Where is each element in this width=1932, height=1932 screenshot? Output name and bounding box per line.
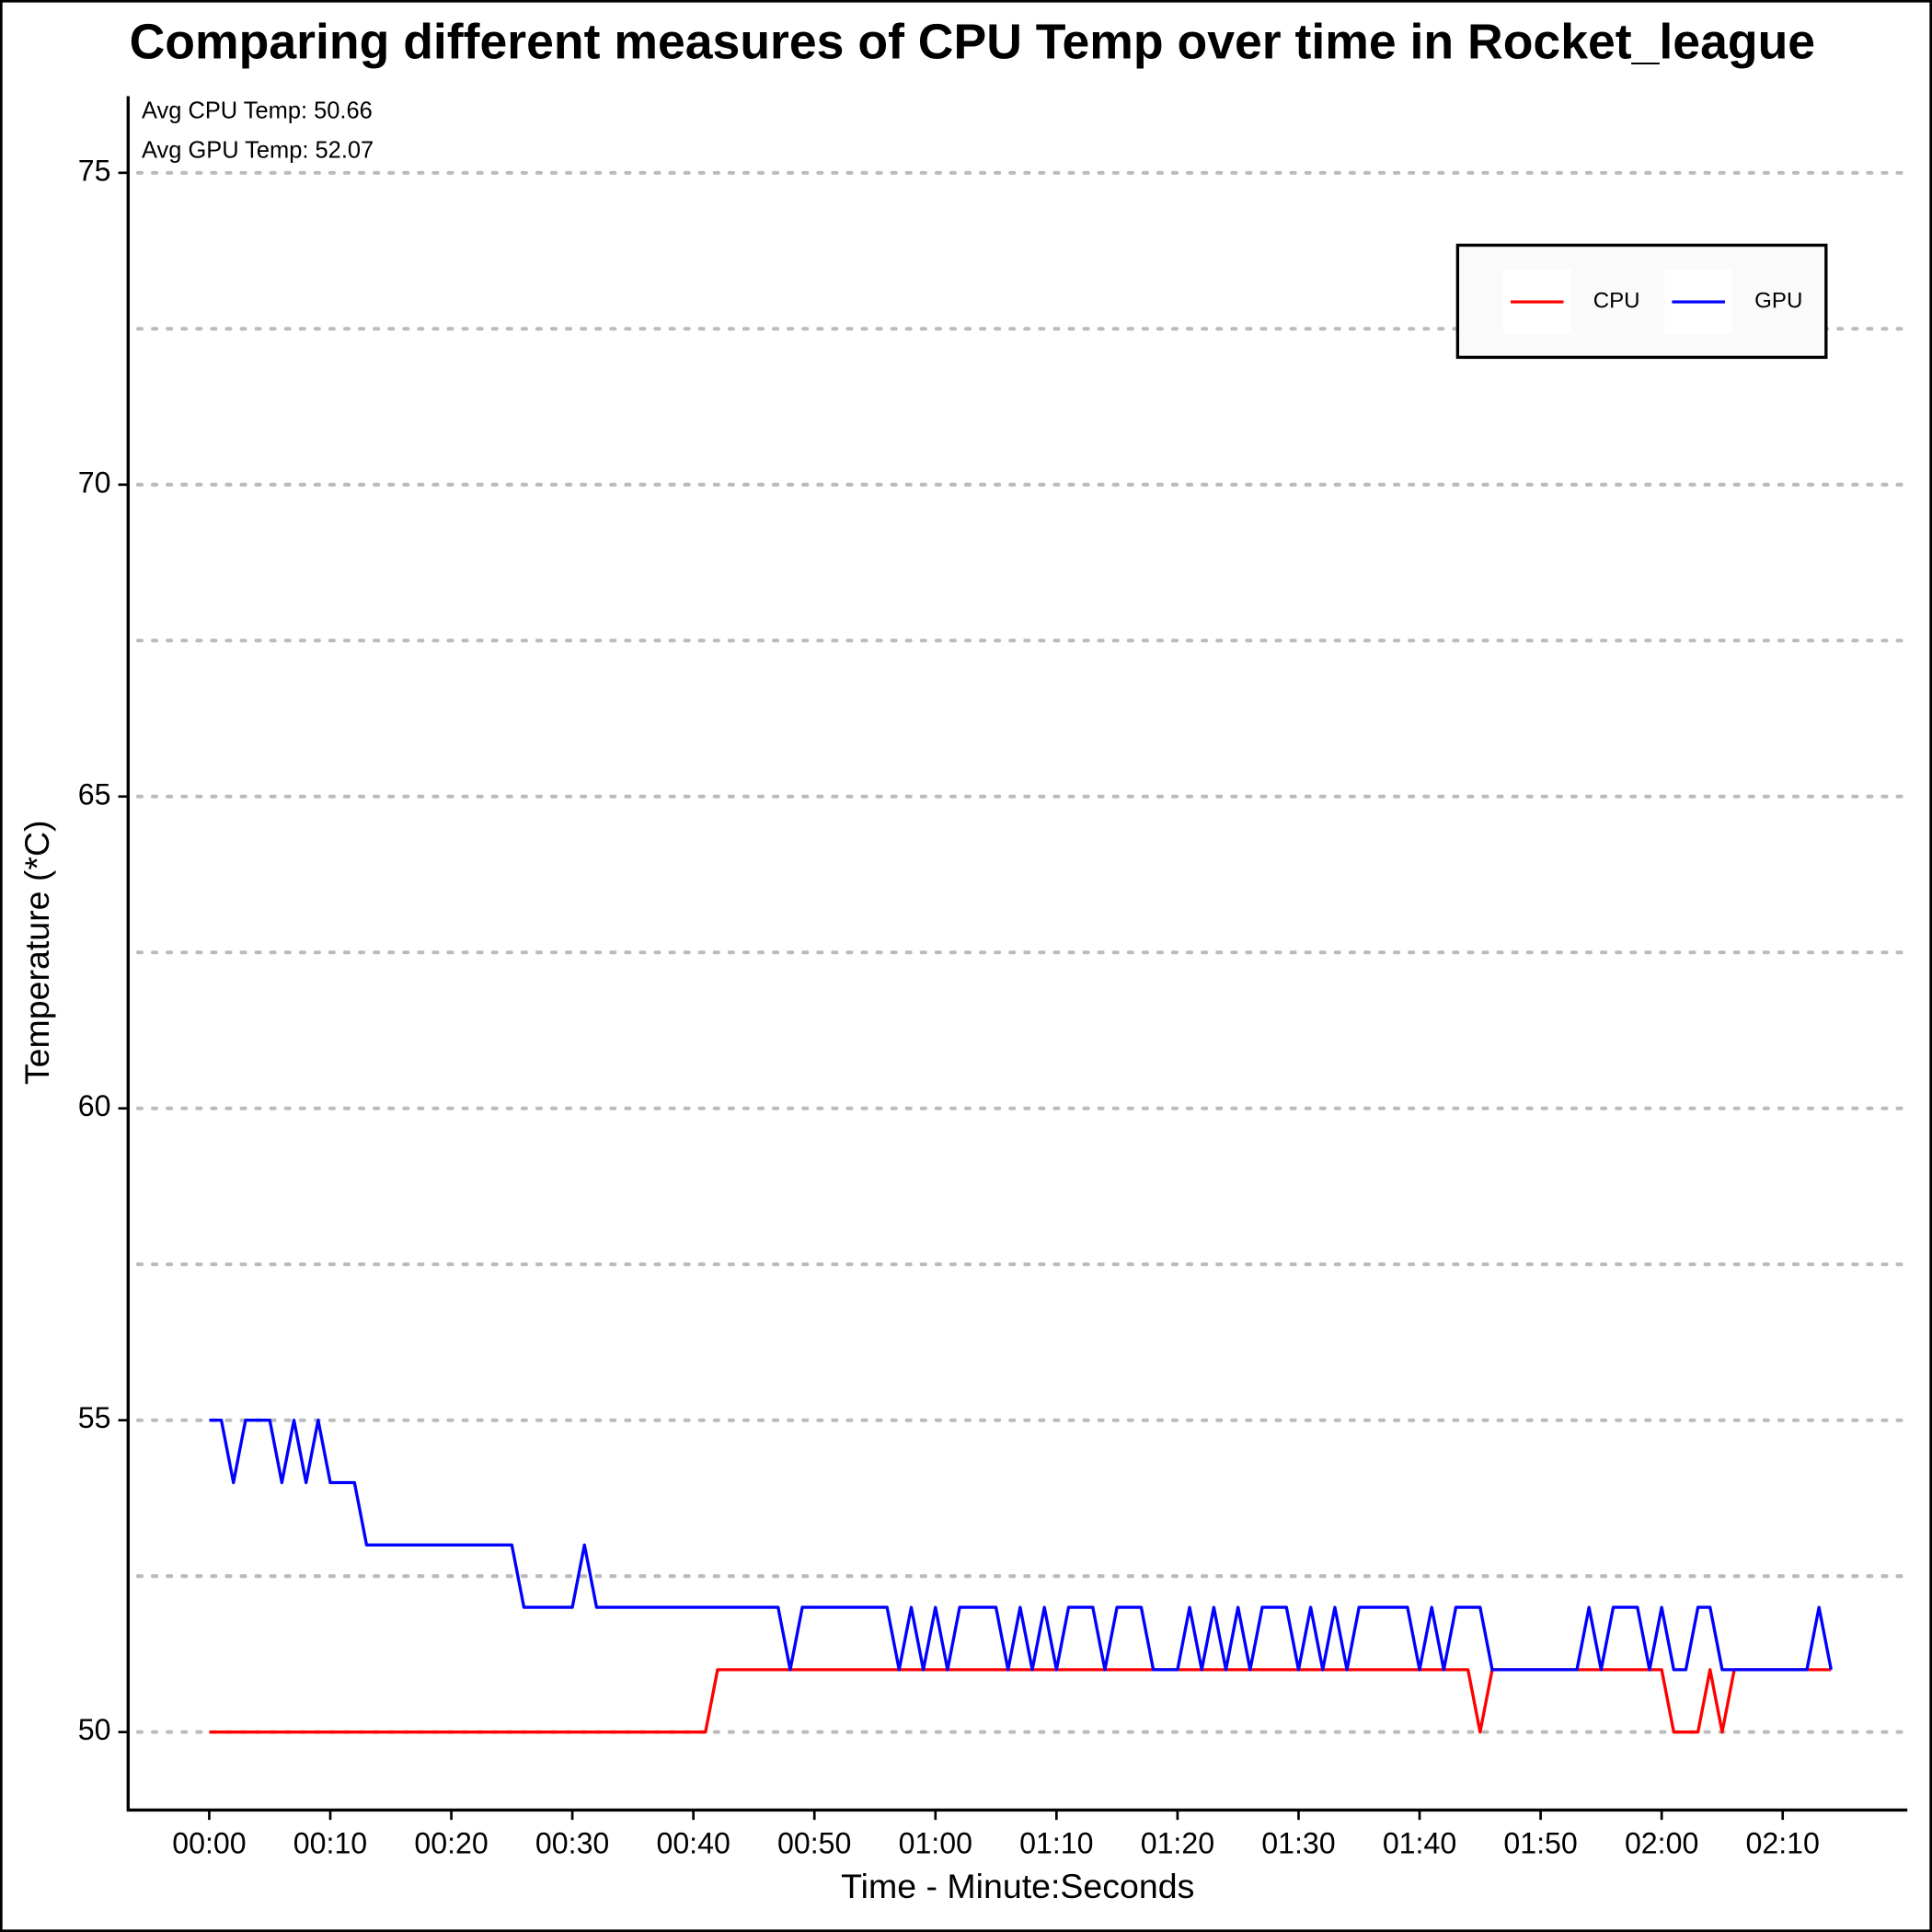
legend-label: CPU [1593,288,1640,313]
series-line [209,1419,1833,1672]
x-tick-label: 00:40 [656,1827,730,1860]
x-tick-label: 00:50 [777,1827,851,1860]
y-axis-label: Temperature (*C) [17,820,56,1085]
x-tick-label: 01:50 [1503,1827,1577,1860]
x-tick-label: 00:30 [535,1827,609,1860]
x-tick-label: 02:00 [1625,1827,1698,1860]
x-tick-label: 00:10 [293,1827,367,1860]
x-tick-label: 01:30 [1261,1827,1335,1860]
x-tick-label: 00:20 [414,1827,488,1860]
y-tick-label: 75 [78,154,111,187]
x-axis-label: Time - Minute:Seconds [841,1867,1194,1905]
x-tick-label: 01:10 [1019,1827,1093,1860]
x-tick-label: 01:40 [1383,1827,1456,1860]
y-tick-label: 65 [78,777,111,811]
y-tick-label: 55 [78,1401,111,1434]
chart-title: Comparing different measures of CPU Temp… [130,16,1815,70]
annotation: Avg CPU Temp: 50.66 [142,98,373,124]
annotation: Avg GPU Temp: 52.07 [142,137,374,163]
y-tick-label: 60 [78,1089,111,1122]
y-tick-label: 50 [78,1713,111,1746]
x-tick-label: 01:20 [1141,1827,1214,1860]
x-tick-label: 00:00 [172,1827,246,1860]
x-tick-label: 02:10 [1746,1827,1820,1860]
x-tick-label: 01:00 [899,1827,972,1860]
y-tick-label: 70 [78,466,111,499]
legend-label: GPU [1754,288,1802,313]
